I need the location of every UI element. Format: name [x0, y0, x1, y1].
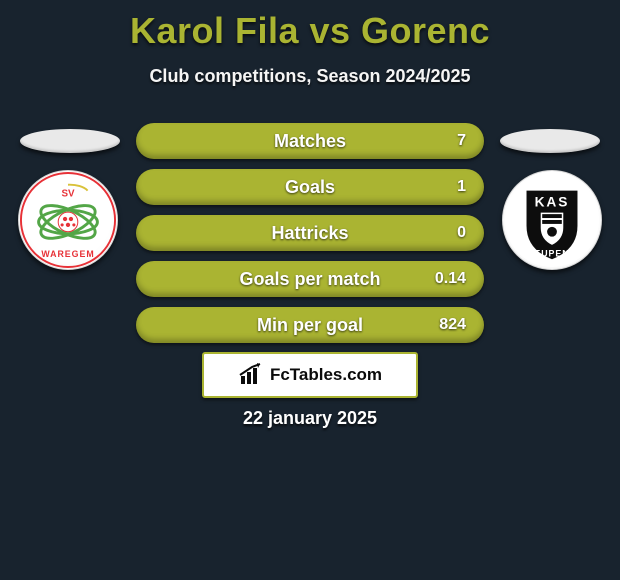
left-club-badge: SV WAREGEM: [18, 170, 118, 270]
sv-waregem-crest-icon: SV WAREGEM: [19, 171, 117, 269]
stat-label: Matches: [274, 131, 346, 152]
stat-value: 1: [457, 178, 466, 196]
stat-pill: Goals per match 0.14: [136, 261, 484, 297]
stat-value: 7: [457, 132, 466, 150]
stat-value: 824: [439, 316, 466, 334]
stat-pill: Min per goal 824: [136, 307, 484, 343]
footer-date: 22 january 2025: [0, 408, 620, 429]
stat-value: 0.14: [435, 270, 466, 288]
brand-text: FcTables.com: [270, 365, 382, 385]
ellipse-icon: [20, 129, 120, 153]
ellipse-icon: [500, 129, 600, 153]
stat-label: Min per goal: [257, 315, 363, 336]
brand-box[interactable]: FcTables.com: [202, 352, 418, 398]
svg-text:WAREGEM: WAREGEM: [41, 249, 94, 259]
page-title: Karol Fila vs Gorenc: [0, 0, 620, 52]
stat-row: Min per goal 824: [0, 302, 620, 348]
right-club-badge: KAS EUPEN: [502, 170, 602, 270]
stat-value: 0: [457, 224, 466, 242]
stat-pill: Hattricks 0: [136, 215, 484, 251]
svg-text:EUPEN: EUPEN: [534, 248, 569, 258]
stat-pill: Goals 1: [136, 169, 484, 205]
stat-label: Goals per match: [239, 269, 380, 290]
stat-label: Goals: [285, 177, 335, 198]
stat-pill: Matches 7: [136, 123, 484, 159]
bar-chart-icon: [238, 362, 264, 388]
stat-label: Hattricks: [271, 223, 348, 244]
left-player-marker: [20, 121, 120, 161]
svg-text:KAS: KAS: [535, 194, 570, 209]
kas-eupen-crest-icon: KAS EUPEN: [503, 171, 601, 269]
svg-text:SV: SV: [61, 188, 75, 199]
stat-row: Matches 7: [0, 118, 620, 164]
page-subtitle: Club competitions, Season 2024/2025: [0, 66, 620, 87]
right-player-marker: [500, 121, 600, 161]
